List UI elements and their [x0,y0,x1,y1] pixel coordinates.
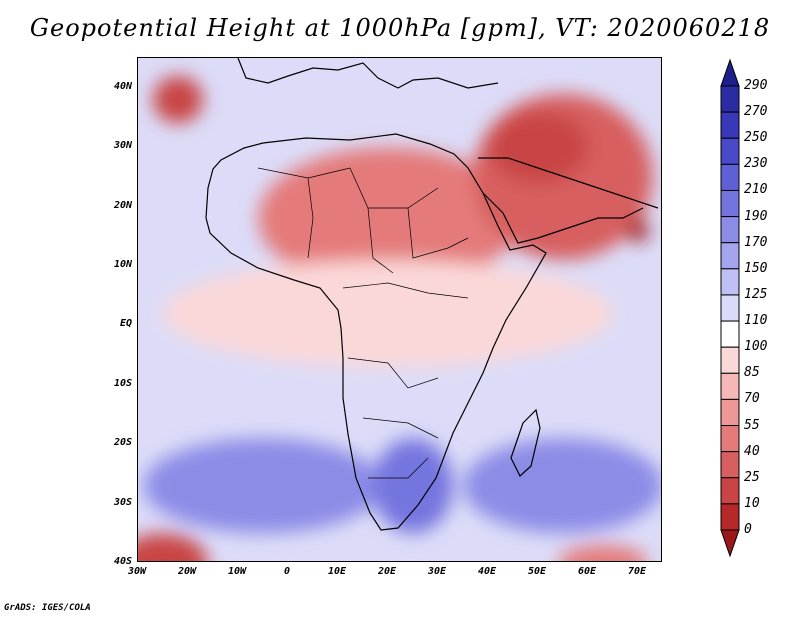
lat-tick-label: 30S [113,496,132,508]
colorbar-swatch [720,137,740,165]
lat-tick-label: 30N [113,140,132,152]
colorbar-swatch [720,216,740,244]
colorbar-tick-label: 40 [744,443,760,459]
colorbar-swatch [720,503,740,531]
lon-tick-label: 20W [177,566,197,577]
africa-coastline [205,133,547,531]
coastline-layer [205,58,659,531]
arabia-coastline [478,157,659,244]
colorbar-tick-label: 55 [744,417,760,433]
colorbar-swatch [720,372,740,400]
lon-tick-label: 30E [427,566,447,577]
colorbar-swatch [720,451,740,479]
europe-coastline [237,58,499,89]
field-oman-core [628,218,648,243]
colorbar-tick-label: 190 [744,208,768,224]
colorbar-tick-label: 10 [744,495,760,511]
lon-tick-label: 30W [127,566,147,577]
colorbar-swatch [720,425,740,453]
colorbar-swatch [720,163,740,191]
field-azores-low [153,75,203,124]
height-field-layer [138,75,661,561]
colorbar-swatch [720,242,740,270]
colorbar-swatch [720,189,740,218]
colorbar-tick-label: 110 [744,313,768,329]
lat-tick-label: 10N [113,258,132,270]
colorbar-top-arrow [720,58,740,87]
lon-tick-label: 0 [283,566,291,577]
colorbar-swatch [720,320,740,348]
colorbar-swatch [720,294,740,322]
colorbar-tick-label: 270 [744,104,768,120]
lon-tick-label: 10E [327,566,347,577]
lat-tick-label: 40N [113,80,132,92]
field-south-indian-high [463,438,661,534]
colorbar-tick-label: 70 [744,391,760,407]
colorbar-tick-label: 150 [744,260,768,276]
colorbar [720,58,740,558]
madagascar-coastline [510,408,541,477]
colorbar-swatch [720,85,740,113]
lat-tick-label: 40S [113,556,132,567]
colorbar-swatch [720,398,740,427]
lon-tick-label: 10W [227,566,247,577]
colorbar-tick-label: 290 [744,78,768,93]
lat-tick-label: EQ [119,318,132,330]
colorbar-swatch [720,477,740,505]
colorbar-tick-label: 125 [744,286,768,302]
lon-tick-label: 50E [527,566,547,577]
colorbar-swatch [720,346,740,374]
map-panel [137,57,662,562]
lon-tick-label: 20E [377,566,397,577]
colorbar-tick-label: 25 [744,469,760,485]
field-se-corner-low [558,545,648,561]
lon-tick-label: 60E [577,566,597,577]
colorbar-tick-label: 85 [744,365,760,381]
field-sw-corner-low [138,533,208,561]
colorbar-tick-label: 210 [744,182,768,198]
colorbar-tick-label: 230 [744,156,768,172]
chart-title: Geopotential Height at 1000hPa [gpm], VT… [29,14,771,42]
colorbar-swatch [720,111,740,139]
colorbar-tick-label: 250 [744,130,768,146]
lon-tick-label: 70E [627,566,647,577]
field-southern-africa-high [373,438,453,534]
lon-tick-label: 40E [477,566,497,577]
footer-credit: GrADS: IGES/COLA [4,603,91,613]
field-north-africa-high [258,147,518,290]
colorbar-bottom-arrow [720,529,740,558]
map-canvas [138,58,661,561]
colorbar-tick-label: 100 [744,339,768,355]
lat-tick-label: 20N [113,199,132,211]
lat-tick-label: 10S [113,377,132,389]
lat-tick-label: 20S [113,437,132,449]
colorbar-swatch [720,268,740,296]
colorbar-tick-label: 170 [744,234,768,250]
field-arabia-core [488,111,588,183]
field-equatorial-band [163,260,613,367]
country-borders [257,167,469,479]
colorbar-tick-label: 0 [744,522,752,537]
field-south-atlantic-high [143,438,383,534]
